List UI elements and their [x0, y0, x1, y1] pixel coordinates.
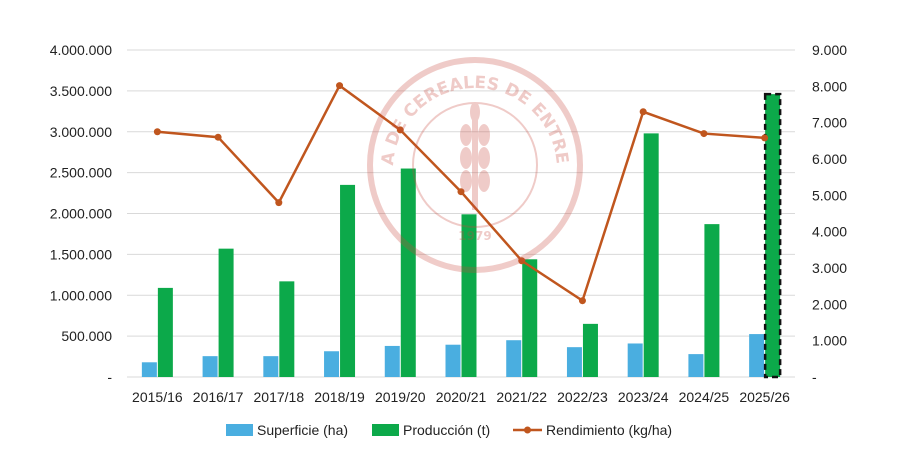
- rendimiento-point: [639, 108, 647, 116]
- bar-superficie: [566, 347, 582, 377]
- y-right-tick-label: 1.000: [812, 333, 847, 349]
- bar-superficie: [445, 344, 461, 377]
- legend: Superficie (ha) Producción (t) Rendimiento…: [226, 422, 672, 438]
- x-tick-label: 2019/20: [375, 389, 426, 405]
- y-left-tick-label: 1.000.000: [50, 287, 112, 303]
- bar-produccion: [522, 259, 538, 377]
- rendimiento-point: [396, 126, 404, 134]
- legend-label-superficie: Superficie (ha): [257, 422, 348, 438]
- superficie-bars: [141, 334, 765, 377]
- bar-produccion: [157, 287, 173, 377]
- y-left-tick-label: 1.500.000: [50, 246, 112, 262]
- bar-superficie: [384, 345, 400, 377]
- y-left-tick-label: 2.500.000: [50, 165, 112, 181]
- rendimiento-point: [153, 128, 161, 136]
- x-axis: 2015/16 2016/17 2017/18 2018/19 2019/20 2020/…: [132, 389, 790, 405]
- bar-superficie: [324, 351, 340, 377]
- rendimiento-line: [153, 82, 769, 305]
- bar-produccion: [279, 281, 295, 377]
- x-tick-label: 2021/22: [496, 389, 547, 405]
- x-tick-label: 2022/23: [557, 389, 608, 405]
- rendimiento-point: [761, 134, 769, 142]
- legend-swatch-superficie: [226, 424, 253, 436]
- y-right-tick-label: -: [812, 369, 817, 385]
- grid-lines: [127, 49, 795, 378]
- x-tick-label: 2016/17: [193, 389, 244, 405]
- legend-label-produccion: Producción (t): [403, 422, 490, 438]
- bar-superficie: [506, 340, 522, 377]
- rendimiento-point: [214, 133, 222, 141]
- y-left-tick-label: 2.000.000: [50, 206, 112, 222]
- y-left-tick-label: 4.000.000: [50, 42, 112, 58]
- y-left-tick-label: 3.000.000: [50, 124, 112, 140]
- y-right-tick-label: 2.000: [812, 296, 847, 312]
- rendimiento-point: [578, 297, 586, 305]
- bar-produccion: [704, 224, 720, 377]
- y-right-tick-label: 6.000: [812, 151, 847, 167]
- bar-produccion: [340, 184, 356, 377]
- watermark-year: 1979: [458, 229, 491, 243]
- y-axis-left: - 500.000 1.000.000 1.500.000 2.000.000 2.500…: [50, 42, 113, 385]
- y-right-tick-label: 7.000: [812, 115, 847, 131]
- bar-produccion: [582, 323, 598, 377]
- x-tick-label: 2025/26: [739, 389, 790, 405]
- bar-superficie: [627, 343, 643, 377]
- x-tick-label: 2015/16: [132, 389, 183, 405]
- rendimiento-point: [336, 82, 344, 90]
- bar-superficie: [263, 356, 279, 377]
- x-tick-label: 2017/18: [254, 389, 305, 405]
- bar-superficie: [141, 362, 157, 377]
- y-left-tick-label: -: [107, 369, 112, 385]
- bar-superficie: [749, 334, 765, 377]
- bar-superficie: [202, 356, 218, 377]
- y-right-tick-label: 9.000: [812, 42, 847, 58]
- x-tick-label: 2020/21: [436, 389, 487, 405]
- y-axis-right: - 1.000 2.000 3.000 4.000 5.000 6.000 7.000 8.00…: [812, 42, 847, 385]
- y-left-tick-label: 500.000: [61, 328, 112, 344]
- y-right-tick-label: 5.000: [812, 187, 847, 203]
- legend-label-rendimiento: Rendimiento (kg/ha): [546, 422, 672, 438]
- bar-produccion: [763, 92, 782, 379]
- x-tick-label: 2024/25: [679, 389, 730, 405]
- y-right-tick-label: 4.000: [812, 224, 847, 240]
- rendimiento-point: [457, 188, 465, 196]
- y-right-tick-label: 8.000: [812, 78, 847, 94]
- bar-produccion: [400, 168, 416, 377]
- y-right-tick-label: 3.000: [812, 260, 847, 276]
- x-tick-label: 2018/19: [314, 389, 365, 405]
- bar-superficie: [688, 354, 704, 377]
- bar-produccion: [461, 214, 477, 377]
- rendimiento-point: [518, 257, 526, 265]
- legend-swatch-produccion: [372, 424, 399, 436]
- x-tick-label: 2023/24: [618, 389, 669, 405]
- rendimiento-point: [275, 199, 283, 207]
- wheat-icon: [460, 102, 490, 210]
- bar-produccion: [218, 248, 234, 377]
- produccion-bars: [157, 92, 782, 379]
- bar-produccion: [643, 133, 659, 377]
- y-left-tick-label: 3.500.000: [50, 83, 112, 99]
- rendimiento-point: [700, 130, 708, 138]
- legend-marker-rendimiento: [524, 426, 531, 434]
